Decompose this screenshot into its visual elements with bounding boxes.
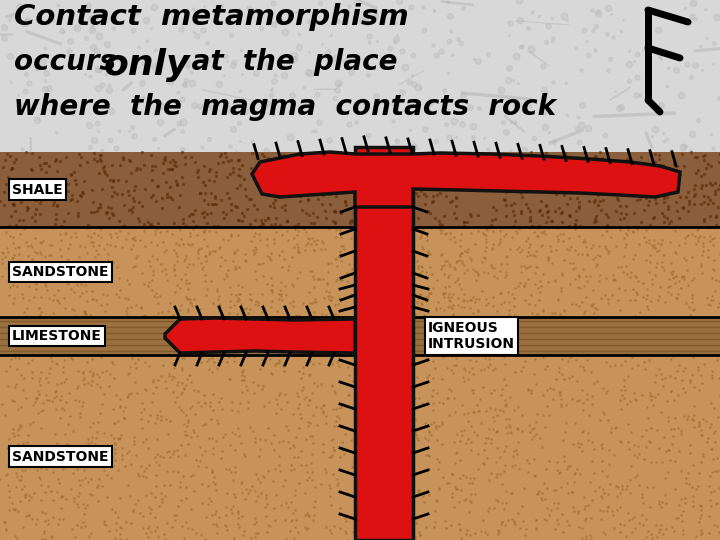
Bar xyxy=(0,152,720,227)
Bar xyxy=(0,227,720,317)
Bar xyxy=(0,317,720,355)
Text: SANDSTONE: SANDSTONE xyxy=(12,265,109,279)
Text: only: only xyxy=(104,48,191,82)
Text: SANDSTONE: SANDSTONE xyxy=(12,450,109,464)
Text: where  the  magma  contacts  rock: where the magma contacts rock xyxy=(14,93,556,121)
Polygon shape xyxy=(252,152,680,207)
Text: IGNEOUS
INTRUSION: IGNEOUS INTRUSION xyxy=(428,321,515,351)
Text: SHALE: SHALE xyxy=(12,183,63,197)
Bar xyxy=(355,147,413,540)
Text: Contact  metamorphism: Contact metamorphism xyxy=(14,3,409,31)
Polygon shape xyxy=(165,318,355,353)
Bar xyxy=(0,0,720,152)
Text: occurs: occurs xyxy=(14,48,125,76)
Text: at  the  place: at the place xyxy=(182,48,397,76)
Text: LIMESTONE: LIMESTONE xyxy=(12,329,102,343)
Bar xyxy=(0,355,720,540)
